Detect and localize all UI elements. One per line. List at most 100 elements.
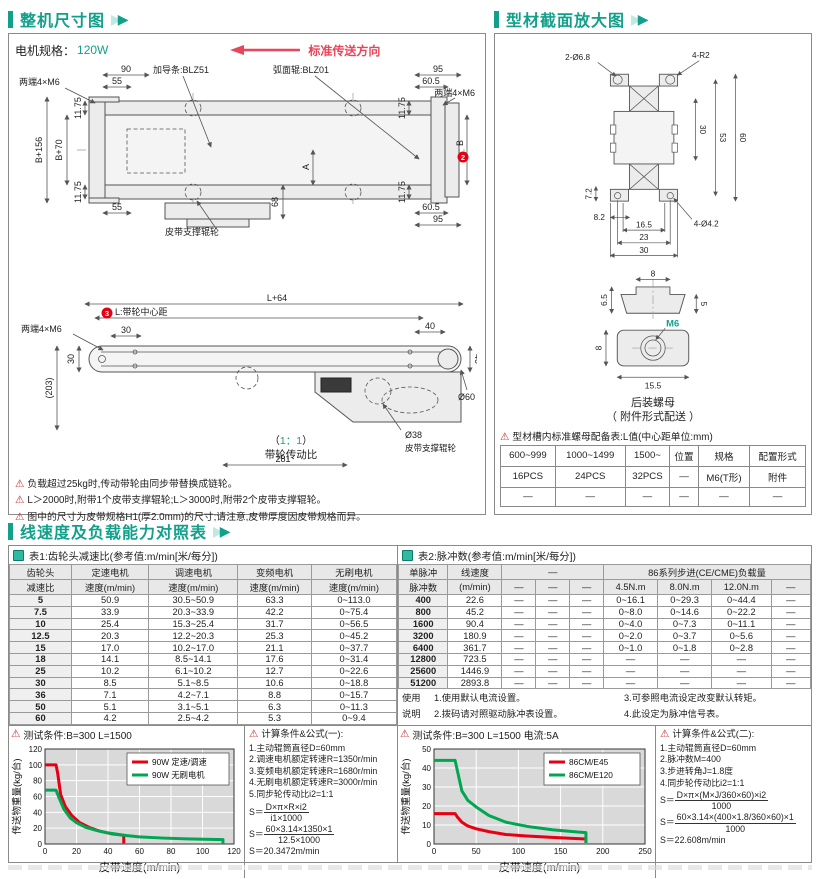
table-cell: 2.5~4.2 — [148, 711, 239, 725]
table-header-cell: 单脉冲 — [397, 564, 449, 580]
nut-caption-line2: （ 附件形式配送 ） — [605, 411, 701, 424]
usage-label: 使用 — [402, 693, 421, 704]
legend-label: 90W 无刷电机 — [152, 770, 205, 780]
dim-label: 30 — [66, 354, 76, 364]
table-cell: 21.1 — [237, 641, 312, 654]
badge-circle — [101, 307, 113, 319]
table-cell: — — [501, 605, 537, 619]
table-header-cell: 配置形式 — [749, 444, 806, 467]
table-cell: — — [711, 676, 772, 690]
dim-label: L:带轮中心距 — [115, 306, 168, 317]
y-tick-label: 0 — [38, 840, 43, 849]
dim-label: 11.75 — [397, 181, 407, 203]
warning-icon: ⚠ — [660, 727, 670, 740]
table-cell: 723.5 — [447, 652, 503, 666]
test-conditions-1: ⚠ 测试条件:B=300 L=1500 — [11, 727, 244, 742]
table-cell: 0~37.7 — [310, 641, 398, 654]
gearhead-half: 表1:齿轮头减速比(参考值:m/min[米/每分]) 齿轮头 定速电机 调速电机… — [9, 546, 398, 878]
chart-cell-90w: ⚠ 测试条件:B=300 L=1500 0 20 40 60 80 100 120 0 20 40 6… — [9, 725, 245, 878]
table-caption-icon — [13, 549, 24, 561]
section-header-profile: 型材截面放大图 ▶▶ — [494, 8, 812, 30]
y-axis-label: 传送物重量(kg/台) — [11, 758, 23, 834]
y-axis-label: 传送物重量(kg/台) — [400, 758, 412, 834]
table-cell: 50.9 — [70, 594, 150, 607]
calc-title: ⚠ 计算条件&公式(一): — [249, 728, 393, 742]
dim-label: A — [301, 164, 311, 170]
y-tick-label: 20 — [33, 824, 42, 833]
chart-row-left: ⚠ 测试条件:B=300 L=1500 0 20 40 60 80 100 120 0 20 40 6… — [9, 724, 397, 878]
table-cell: — — [535, 652, 571, 666]
table-cell: — — [501, 641, 537, 654]
table-cell: — — [501, 617, 537, 631]
table-cell: 1600 — [397, 617, 449, 631]
formula-result: S＝22.608m/min — [660, 835, 807, 847]
table-cell: — — [569, 617, 605, 631]
warning-icon: ⚠ — [15, 494, 25, 507]
table-cell: 30 — [9, 676, 72, 690]
s-label: S＝ — [660, 817, 675, 828]
table-row: 12.5 20.3 12.2~20.3 25.3 0~45.2 — [9, 629, 398, 643]
table-cell: 0~4.0 — [603, 617, 659, 631]
table-cell: — — [657, 664, 713, 678]
table-cell: 25.3 — [237, 629, 312, 643]
plot-border — [433, 748, 646, 845]
table-header-cell: 减速比 — [9, 579, 72, 595]
warning-icon: ⚠ — [400, 728, 410, 741]
y-tick-label: 0 — [427, 840, 432, 849]
table-cell: — — [501, 629, 537, 643]
dim-label: 68 — [270, 197, 280, 207]
warning-icon: ⚠ — [500, 430, 510, 443]
table-row: 25600 1446.9— — — — — — — — [397, 664, 812, 678]
calc-line: 4.同步轮传动比i2=1:1 — [660, 777, 745, 788]
table-header-cell: 齿轮头 — [9, 564, 72, 580]
callout-label: 皮带支撑辊轮 — [165, 226, 219, 237]
table-cell: 6400 — [397, 641, 449, 654]
formula-line: S＝ D×π×R×i2 i1×1000 — [249, 802, 393, 823]
table-header-cell: 速度(m/min) — [148, 579, 239, 595]
plot-border — [44, 748, 235, 845]
table-cell: 1446.9 — [447, 664, 503, 678]
table-cell: 10.6 — [237, 676, 312, 690]
y-tick-label: 40 — [422, 764, 431, 773]
table-header-row: 单脉冲 线速度 — 86系列步进(CE/CME)负载量 — [397, 564, 811, 580]
table-cell: — — [501, 664, 537, 678]
nut-caption: 后装螺母 （ 附件形式配送 ） — [606, 396, 700, 425]
table-cell: 0~31.4 — [310, 652, 398, 666]
table-cell: 0~7.3 — [657, 617, 713, 631]
table-cell: 20.3~33.9 — [148, 605, 239, 619]
dim-label: 两端4×M6 — [21, 323, 62, 334]
x-tick-label: 120 — [227, 847, 241, 856]
dim-label: 7.2 — [584, 188, 593, 200]
table-header-cell: 速度(m/min) — [237, 579, 312, 595]
table-header-cell: — — [770, 579, 812, 595]
dim-label: Ø38 — [405, 430, 422, 440]
table2-caption: 表2:脉冲数(参考值:m/min[米/每分]) — [398, 546, 811, 564]
calc-line: 2.调速电机额定转速R=1350r/min — [249, 754, 378, 765]
table-header-cell: — — [501, 564, 605, 580]
dim-label: B+156 — [34, 137, 44, 163]
side-view-drawing: L+64 3 L:带轮中心距 — [21, 293, 483, 468]
table-cell: 0~113.0 — [310, 594, 398, 607]
dim-label: 60.5 — [422, 76, 440, 86]
note-text: 图中的尺寸为皮带规格H1(厚2.0mm)的尺寸;请注意,皮带厚度因皮带规格而异。 — [27, 511, 366, 523]
table-cell: M6(T形) — [697, 465, 751, 488]
table-cell: 0~22.6 — [310, 664, 398, 678]
dim-label: 55 — [112, 76, 122, 86]
section-arrow-icon: ▶▶ — [213, 522, 230, 539]
table-header-cell: 位置 — [669, 444, 699, 467]
x-tick-label: 20 — [72, 847, 81, 856]
dim-label: L+64 — [267, 294, 287, 303]
formula-line: S＝ D×π×(M×J/360×60)×i2 1000 — [660, 790, 807, 811]
usage-items-right: 3.可参照电流设定改变默认转矩。 4.此设定为脉冲信号表。 — [624, 691, 762, 723]
calc-line: 3.变频电机额定转速R=1680r/min — [249, 765, 378, 776]
table-cell: 10.2~17.0 — [148, 641, 239, 654]
table-cell: 90.4 — [447, 617, 503, 631]
table-cell: 0~3.7 — [657, 629, 713, 643]
profile-box: 2-Ø6.8 4-R2 4-Ø4.2 30 53 60 7.2 — [494, 33, 812, 515]
note-text: L＞2000时,附带1个皮带支撑辊轮;L＞3000时,附带2个皮带支撑辊轮。 — [27, 495, 327, 507]
table-cell: — — [535, 605, 571, 619]
test-text: 测试条件:B=300 L=1500 电流:5A — [412, 730, 559, 742]
table-row: 800 45.2— — —0~8.0 0~14.6 0~22.2— — [397, 605, 812, 619]
callout-label: 皮带支撑辊轮 — [405, 443, 457, 453]
table-cell: — — [501, 676, 537, 690]
